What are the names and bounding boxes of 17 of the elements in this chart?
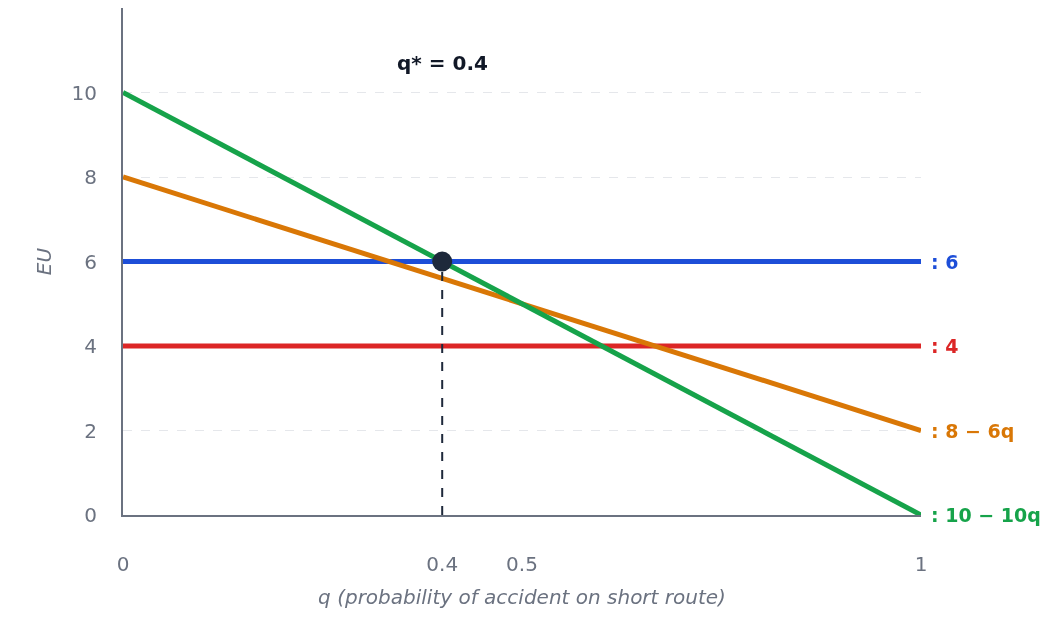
series-label: : 10 − 10q bbox=[931, 504, 1041, 526]
x-tick-label: 0.4 bbox=[426, 552, 459, 576]
x-tick-label: 1 bbox=[914, 552, 928, 576]
y-tick-label: 0 bbox=[84, 503, 97, 527]
y-axis-title: EU bbox=[31, 247, 56, 276]
y-tick-label: 2 bbox=[84, 418, 97, 443]
series-label: : 6 bbox=[931, 251, 959, 273]
annotation: q* = 0.4 bbox=[397, 51, 488, 75]
y-tick-label: 10 bbox=[71, 80, 97, 105]
x-axis-title: q (probability of accident on short route) bbox=[318, 585, 726, 609]
x-tick-label: 0 bbox=[116, 552, 130, 576]
x-tick-label: 0.5 bbox=[506, 552, 538, 576]
series-label: : 8 − 6q bbox=[931, 420, 1015, 442]
y-tick-label: 4 bbox=[84, 334, 97, 358]
y-tick-label: 8 bbox=[84, 165, 97, 189]
y-tick-label: 6 bbox=[84, 249, 97, 274]
series-label: : 4 bbox=[931, 335, 959, 357]
